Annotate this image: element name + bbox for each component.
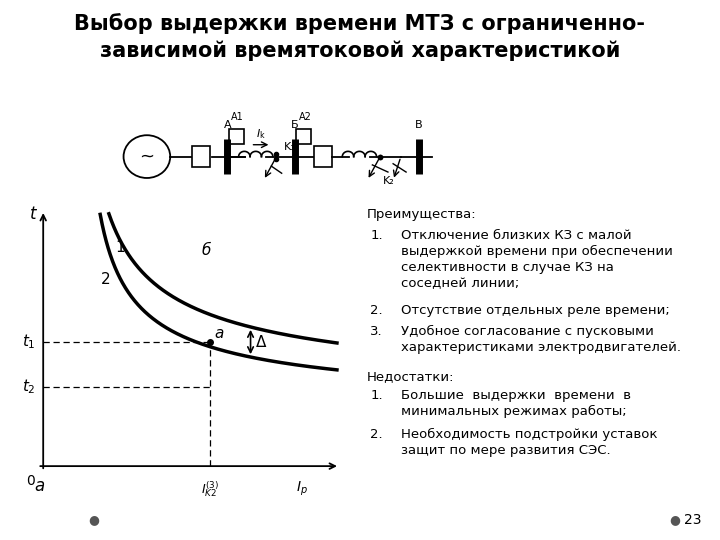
Text: a: a — [215, 326, 224, 341]
Text: Отключение близких КЗ с малой
выдержкой времени при обеспечении
селективности в : Отключение близких КЗ с малой выдержкой … — [402, 230, 673, 291]
Bar — [228, 129, 244, 144]
Text: K₂: K₂ — [383, 176, 395, 186]
Text: Отсутствие отдельных реле времени;: Отсутствие отдельных реле времени; — [402, 305, 670, 318]
Text: зависимой времятоковой характеристикой: зависимой времятоковой характеристикой — [100, 40, 620, 61]
Text: 0: 0 — [26, 474, 35, 488]
Text: ●: ● — [670, 514, 680, 526]
Text: 3.: 3. — [370, 325, 383, 338]
Text: Необходимость подстройки уставок
защит по мере развития СЭС.: Необходимость подстройки уставок защит п… — [402, 428, 658, 457]
Text: 23: 23 — [684, 512, 701, 526]
Text: A2: A2 — [300, 112, 312, 122]
Text: B: B — [415, 120, 423, 131]
Bar — [314, 146, 332, 167]
Text: A1: A1 — [231, 112, 244, 122]
Text: ●: ● — [88, 514, 99, 526]
Bar — [296, 129, 312, 144]
Text: A: A — [223, 120, 231, 131]
Text: 1.: 1. — [370, 230, 383, 242]
Text: 2.: 2. — [370, 305, 383, 318]
Text: a: a — [35, 477, 45, 495]
Text: Удобное согласование с пусковыми
характеристиками электродвигателей.: Удобное согласование с пусковыми характе… — [402, 325, 681, 354]
Text: Преимущества:: Преимущества: — [367, 208, 477, 221]
Text: $I^{(3)}_{K2}$: $I^{(3)}_{K2}$ — [201, 480, 220, 500]
Text: t: t — [30, 205, 37, 222]
Text: б: б — [202, 243, 211, 258]
Text: ~: ~ — [139, 147, 155, 166]
Text: $t_1$: $t_1$ — [22, 333, 36, 351]
Text: Большие  выдержки  времени  в
минимальных режимах работы;: Большие выдержки времени в минимальных р… — [402, 389, 631, 418]
Text: 2: 2 — [101, 272, 110, 287]
Text: K₁: K₁ — [284, 142, 296, 152]
Text: $I_p$: $I_p$ — [297, 480, 308, 498]
Text: 1: 1 — [115, 240, 125, 255]
Text: Δ: Δ — [256, 334, 266, 349]
Text: 1.: 1. — [370, 389, 383, 402]
Text: $t_2$: $t_2$ — [22, 377, 36, 396]
Bar — [192, 146, 210, 167]
Text: Выбор выдержки времени МТЗ с ограниченно-: Выбор выдержки времени МТЗ с ограниченно… — [74, 14, 646, 35]
Text: 2.: 2. — [370, 428, 383, 441]
Text: $I_{\rm k}$: $I_{\rm k}$ — [256, 127, 266, 141]
Text: Недостатки:: Недостатки: — [367, 370, 454, 383]
Text: Б: Б — [291, 120, 298, 131]
